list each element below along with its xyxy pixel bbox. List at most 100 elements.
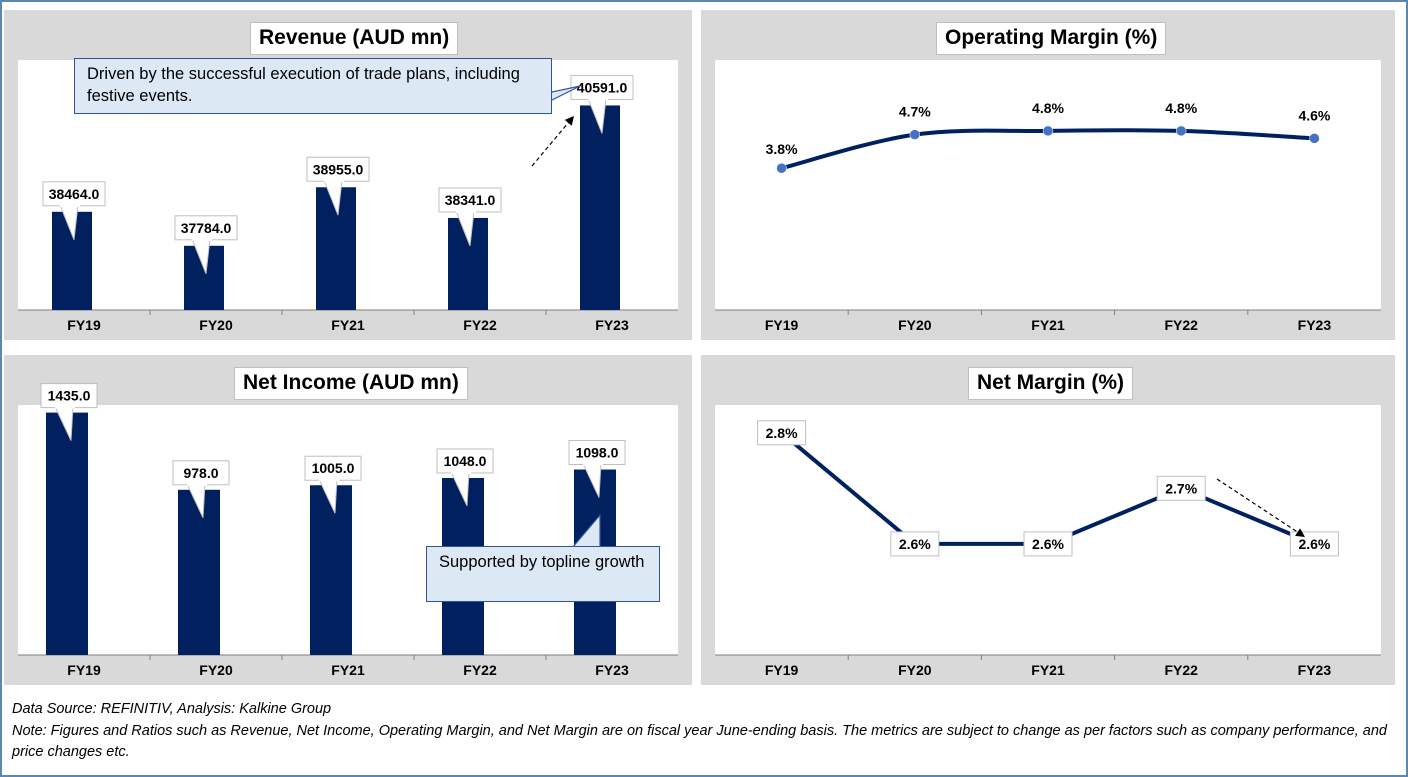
data-label-text: 40591.0	[577, 79, 628, 95]
operating-margin-chart-title: Operating Margin (%)	[936, 22, 1167, 55]
data-label-gap	[187, 482, 207, 486]
data-label-text: 3.8%	[766, 141, 798, 157]
data-label-text: 38341.0	[445, 192, 496, 208]
data-label-text: 2.7%	[1165, 480, 1197, 496]
data-label-text: 4.6%	[1298, 107, 1330, 123]
revenue-chart-title: Revenue (AUD mn)	[250, 22, 459, 55]
data-label: 1098.0	[568, 440, 626, 498]
trend-arrow-line	[531, 121, 570, 167]
data-label: 38464.0	[42, 181, 106, 240]
bar	[310, 485, 352, 655]
net-margin-chart-title: Net Margin (%)	[968, 367, 1133, 400]
x-tick-label: FY22	[1164, 662, 1198, 678]
data-label-text: 38464.0	[49, 186, 100, 202]
series-point	[1175, 125, 1187, 137]
data-label: 2.8%	[757, 420, 807, 446]
data-label-text: 38955.0	[313, 161, 364, 177]
x-tick-label: FY19	[765, 662, 799, 678]
x-tick-label: FY23	[595, 317, 629, 333]
data-label: 38955.0	[306, 156, 370, 216]
disclaimer-note: Note: Figures and Ratios such as Revenue…	[12, 723, 1387, 760]
series-point	[1309, 133, 1320, 144]
data-label: 40591.0	[570, 74, 634, 134]
series-point	[1042, 125, 1054, 137]
data-label-text: 1048.0	[444, 453, 487, 469]
x-tick-label: FY19	[67, 662, 101, 678]
data-label-text: 2.8%	[766, 425, 798, 441]
x-tick-label: FY22	[463, 317, 497, 333]
data-label-box	[1156, 475, 1206, 501]
data-label-gap	[588, 97, 608, 101]
net-income-chart-panel: FY19 FY20 FY21 FY22 FY23 1435.0 978.0 1005.0 104…	[4, 355, 692, 685]
data-label-text: 978.0	[183, 465, 218, 481]
x-tick-label: FY20	[898, 662, 932, 678]
data-label: 2.7%	[1156, 475, 1206, 501]
x-tick-label: FY21	[1031, 662, 1065, 678]
net-income-annotation: Supported by topline growth	[426, 546, 660, 602]
data-label-box	[304, 455, 362, 481]
data-label-text: 1005.0	[312, 460, 355, 476]
x-tick-label: FY23	[1298, 317, 1332, 333]
data-label-text: 4.8%	[1032, 100, 1064, 116]
bar	[580, 105, 620, 310]
data-label-gap	[456, 209, 476, 213]
bar	[46, 412, 88, 655]
net-margin-chart: FY19 FY20 FY21 FY22 FY23 2.8% 2.6% 2.6% 2.7% 2.6%	[715, 405, 1381, 678]
data-label: 38341.0	[438, 187, 502, 247]
data-label-box	[890, 531, 940, 557]
data-label-box	[438, 187, 502, 213]
data-label-gap	[451, 470, 471, 474]
data-label: 978.0	[172, 460, 230, 519]
data-label-text: 1435.0	[48, 388, 91, 404]
trend-arrow-head	[564, 116, 574, 126]
net-margin-chart-panel: FY19 FY20 FY21 FY22 FY23 2.8% 2.6% 2.6% 2.7% 2.6%…	[701, 355, 1395, 685]
x-tick-label: FY19	[67, 317, 101, 333]
x-tick-label: FY22	[463, 662, 497, 678]
series-point	[909, 129, 921, 140]
data-label-gap	[60, 203, 80, 207]
data-label: 1435.0	[40, 383, 98, 441]
revenue-annotation: Driven by the successful execution of tr…	[74, 58, 552, 114]
x-tick-label: FY23	[595, 662, 629, 678]
x-tick-label: FY21	[331, 317, 365, 333]
plot-area	[715, 60, 1381, 310]
x-tick-label: FY21	[331, 662, 365, 678]
data-label-gap	[192, 237, 212, 241]
x-tick-label: FY19	[765, 317, 799, 333]
data-label-text: 4.8%	[1165, 100, 1197, 116]
data-label-box	[757, 420, 807, 446]
x-tick-label: FY23	[1298, 662, 1332, 678]
data-label: 2.6%	[1023, 531, 1073, 557]
net-income-chart-title: Net Income (AUD mn)	[234, 367, 468, 400]
data-label-gap	[319, 478, 339, 482]
operating-margin-chart: FY19 FY20 FY21 FY22 FY23 3.8% 4.7% 4.8% 4.8% 4.6%	[715, 60, 1381, 333]
revenue-chart-panel: FY19 FY20 FY21 FY22 FY23 38464.0 37784.0 38955.…	[4, 10, 692, 340]
data-label-text: 37784.0	[181, 220, 232, 236]
series-point	[776, 162, 787, 174]
data-label-box	[174, 215, 238, 241]
data-label: 1048.0	[436, 448, 494, 507]
data-label-text: 4.7%	[899, 104, 931, 120]
trend-arrow-head	[1295, 528, 1305, 537]
data-label-box	[1023, 531, 1073, 557]
data-label-gap	[583, 462, 603, 466]
trend-arrow-line	[1216, 478, 1299, 534]
plot-area	[715, 405, 1381, 655]
data-label: 37784.0	[174, 215, 238, 274]
data-label: 1005.0	[304, 455, 362, 514]
x-tick-label: FY21	[1031, 317, 1065, 333]
net-income-chart: FY19 FY20 FY21 FY22 FY23 1435.0 978.0 1005.0 104…	[18, 383, 678, 678]
data-label-text: 2.6%	[1298, 536, 1330, 552]
x-tick-label: FY20	[898, 317, 932, 333]
data-label-box	[568, 440, 626, 466]
x-tick-label: FY22	[1164, 317, 1198, 333]
operating-margin-chart-panel: FY19 FY20 FY21 FY22 FY23 3.8% 4.7% 4.8% 4.8% 4.6%…	[701, 10, 1395, 340]
data-label-gap	[55, 405, 75, 409]
x-tick-label: FY20	[199, 317, 233, 333]
data-label-gap	[324, 179, 344, 183]
bar	[178, 489, 220, 655]
data-label-text: 2.6%	[1032, 536, 1064, 552]
data-label-text: 1098.0	[576, 445, 619, 461]
data-label: 2.6%	[890, 531, 940, 557]
data-source-note: Data Source: REFINITIV, Analysis: Kalkin…	[12, 701, 332, 717]
